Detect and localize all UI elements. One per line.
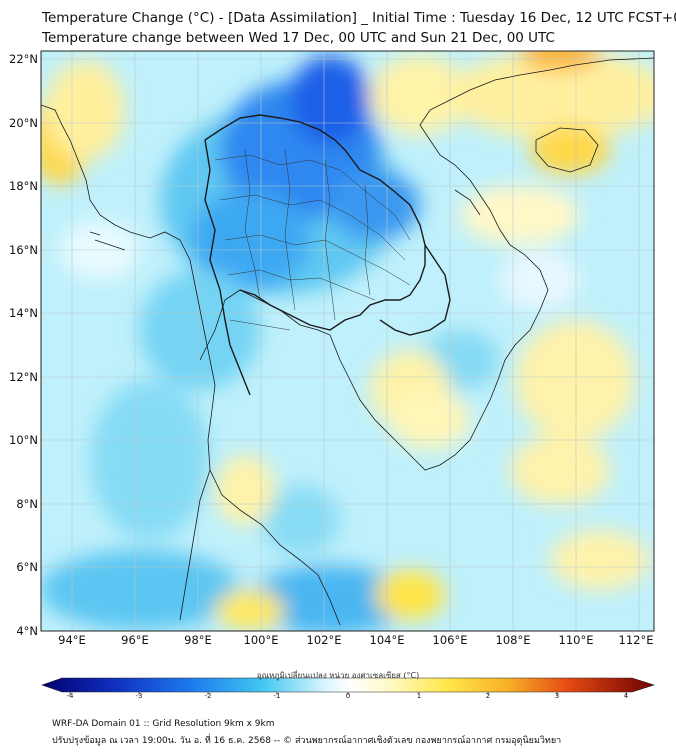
- chart-subtitle: Temperature change between Wed 17 Dec, 0…: [42, 30, 555, 46]
- lon-label: 106°E: [432, 633, 468, 647]
- lat-label: 22°N: [9, 52, 38, 66]
- lat-label: 10°N: [9, 433, 38, 447]
- lat-label: 18°N: [9, 179, 38, 193]
- colorbar-label: อุณหภูมิเปลี่ยนแปลง หน่วย องศาเซลเซียส (…: [256, 671, 420, 680]
- lat-label: 6°N: [16, 560, 38, 574]
- lon-label: 94°E: [58, 633, 86, 647]
- lon-label: 96°E: [121, 633, 149, 647]
- colorbar-tick: -2: [204, 692, 212, 700]
- colorbar: [41, 677, 655, 695]
- lon-label: 98°E: [184, 633, 212, 647]
- colorbar-tick: 4: [623, 692, 629, 700]
- update-credit: ปรับปรุงข้อมูล ณ เวลา 19:00น. วัน อ. ที่…: [52, 736, 562, 746]
- lon-label: 112°E: [618, 633, 654, 647]
- coastlines: [41, 57, 654, 626]
- lon-label: 108°E: [495, 633, 531, 647]
- lat-label: 14°N: [9, 306, 38, 320]
- temperature-field: [41, 51, 654, 631]
- colorbar-tick: 2: [485, 692, 491, 700]
- lat-label: 8°N: [16, 497, 38, 511]
- lat-label: 20°N: [9, 116, 38, 130]
- lon-label: 104°E: [369, 633, 405, 647]
- colorbar-tick: -1: [273, 692, 281, 700]
- lon-label: 110°E: [558, 633, 594, 647]
- lon-label: 100°E: [243, 633, 279, 647]
- lat-label: 16°N: [9, 243, 38, 257]
- country-borders: [204, 114, 451, 396]
- model-info: WRF-DA Domain 01 :: Grid Resolution 9km …: [52, 719, 275, 729]
- chart-title: Temperature Change (°C) - [Data Assimila…: [42, 10, 676, 26]
- lon-label: 102°E: [306, 633, 342, 647]
- graticule: [41, 51, 654, 631]
- colorbar-tick: 1: [416, 692, 422, 700]
- colorbar-tick: -3: [135, 692, 143, 700]
- colorbar-tick: 3: [554, 692, 560, 700]
- lat-label: 12°N: [9, 370, 38, 384]
- map-border: [40, 50, 655, 632]
- colorbar-tick: 0: [345, 692, 351, 700]
- province-borders: [214, 149, 411, 331]
- lat-label: 4°N: [16, 624, 38, 638]
- colorbar-tick: -4: [66, 692, 74, 700]
